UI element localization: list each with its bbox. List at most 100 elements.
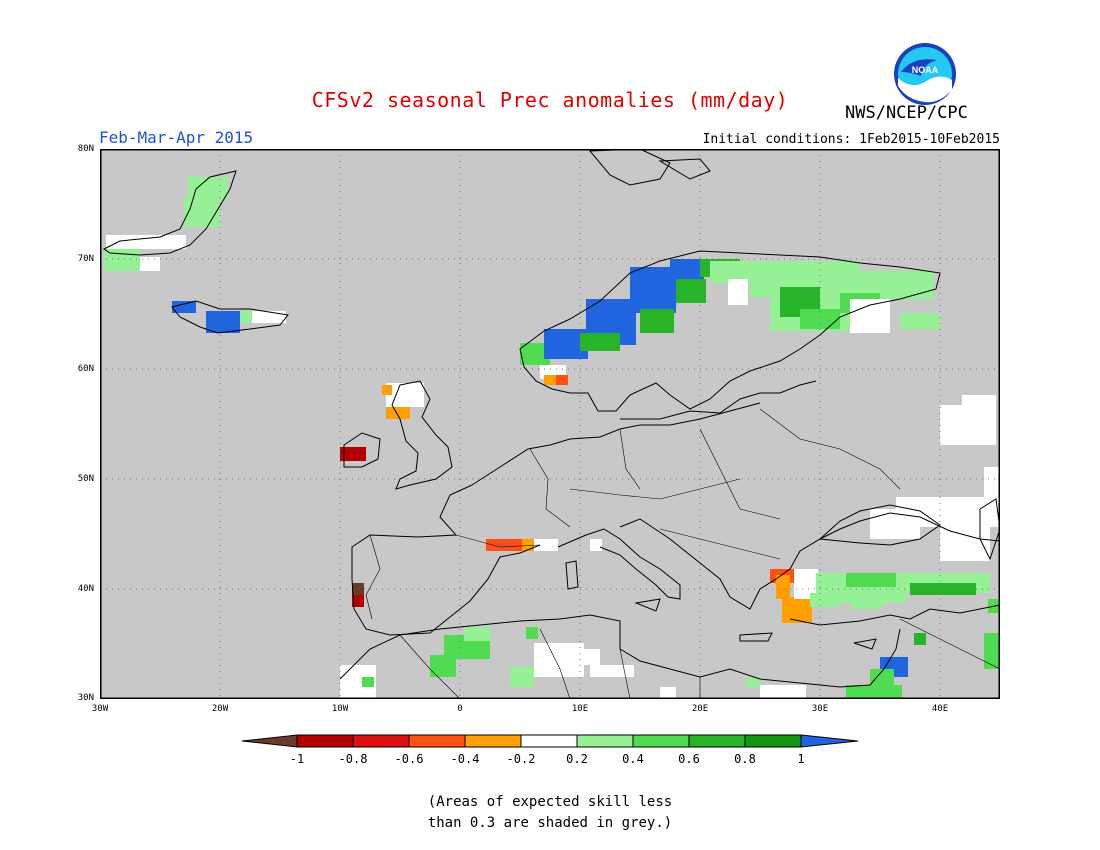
anomaly-cell-portugal-b xyxy=(352,595,364,607)
anomaly-cell-turkey-d xyxy=(910,583,976,595)
border-france-germany xyxy=(529,448,571,528)
anomaly-cell-turkey-e xyxy=(810,593,840,607)
anomaly-cell-norway-k xyxy=(544,375,556,385)
anomaly-cells xyxy=(104,177,1000,699)
graticule xyxy=(100,149,1000,699)
lon-label-10w: 10W xyxy=(331,704,349,714)
anomaly-cell-scotland-c xyxy=(386,407,410,419)
anomaly-cell-egypt-a xyxy=(746,677,760,687)
lat-label-70n: 70N xyxy=(77,254,94,264)
coastline-baltic xyxy=(620,380,817,420)
coastline-svalbard xyxy=(588,149,671,186)
anomaly-cell-scotland-b xyxy=(382,385,392,395)
anomaly-cell-greenland-a xyxy=(188,177,228,199)
colorbar-seg-minus06-minus04 xyxy=(408,734,466,748)
coastline-norway-sweden-finland xyxy=(519,250,941,412)
colorbar-seg-08-1 xyxy=(744,734,802,748)
coastline-europe-north xyxy=(471,402,761,486)
colorbar-seg-minus04-minus02 xyxy=(464,734,522,748)
colorbar-seg-above-1 xyxy=(800,734,859,748)
border-north-africa-3 xyxy=(619,648,631,699)
season-label: Feb-Mar-Apr 2015 xyxy=(99,128,254,147)
anomaly-cell-aegean-c xyxy=(782,597,812,623)
anomaly-cell-egypt-b xyxy=(760,685,806,699)
coastline-turkey-south xyxy=(789,604,1000,626)
colorbar-seg-06-08 xyxy=(688,734,746,748)
anomaly-cell-aegean-b xyxy=(776,575,790,599)
anomaly-cell-iceland-b xyxy=(206,311,240,333)
colorbar-seg-minus02-02 xyxy=(520,734,578,748)
anomaly-cell-levant-e xyxy=(984,633,1000,669)
anomaly-cell-tunisia xyxy=(590,665,634,677)
colorbar-seg-02-04 xyxy=(576,734,634,748)
initial-conditions-label: Initial conditions: 1Feb2015-10Feb2015 xyxy=(702,132,1000,147)
coastline-iceland xyxy=(171,300,289,334)
anomaly-cell-algeria-c xyxy=(570,649,600,665)
anomaly-cell-algeria-d xyxy=(526,627,538,639)
colorbar-label-minus04: -0.4 xyxy=(450,752,480,766)
coastline-italy xyxy=(557,528,681,600)
country-borders xyxy=(365,408,1000,699)
colorbar-seg-04-06 xyxy=(632,734,690,748)
anomaly-cell-russia-f xyxy=(984,467,1000,497)
anomaly-cell-norway-f xyxy=(580,333,620,351)
anomaly-cell-norway-l xyxy=(556,375,568,385)
anomaly-cell-levant-b xyxy=(870,669,894,689)
anomaly-cell-finland-f xyxy=(800,309,840,329)
coastline-sicily xyxy=(634,598,661,612)
map-frame xyxy=(100,149,1000,699)
coastline-ireland xyxy=(343,432,381,468)
anomaly-cell-morocco-e xyxy=(362,677,374,687)
colorbar-label-minus06: -0.6 xyxy=(394,752,424,766)
border-north-africa-2 xyxy=(539,628,571,699)
coastline-greenland xyxy=(103,170,237,256)
anomaly-cell-levant-c xyxy=(846,685,902,699)
lat-label-30n: 30N xyxy=(77,693,94,703)
chart-title: CFSv2 seasonal Prec anomalies (mm/day) xyxy=(311,88,789,112)
coastline-adriatic-balkans xyxy=(619,512,1000,610)
border-balkans xyxy=(659,528,781,560)
anomaly-cell-norway-g xyxy=(640,309,674,333)
anomaly-cell-finland-h xyxy=(728,279,748,305)
border-north-africa-1 xyxy=(399,634,461,699)
precip-anomaly-map xyxy=(100,149,1000,699)
anomaly-cell-pyrenees-b xyxy=(522,539,534,551)
coastline-north-africa xyxy=(339,614,901,688)
border-france-spain xyxy=(455,534,541,548)
noaa-logo-icon: NOAA xyxy=(894,43,956,105)
lon-label-0: 0 xyxy=(457,704,463,714)
anomaly-cell-morocco-b xyxy=(430,655,456,677)
skill-note-line-1: (Areas of expected skill less xyxy=(427,794,673,810)
colorbar-seg-minus1-minus08 xyxy=(296,734,354,748)
anomaly-cell-alps xyxy=(590,539,602,551)
border-poland-east xyxy=(699,428,781,520)
lon-label-20e: 20E xyxy=(691,704,709,714)
coastline-caspian xyxy=(979,498,1000,561)
skill-note-line-2: than 0.3 are shaded in grey.) xyxy=(427,815,673,831)
anomaly-cell-finland-a xyxy=(710,261,750,283)
anomaly-cell-ireland xyxy=(340,447,366,461)
lon-label-30e: 30E xyxy=(811,704,829,714)
border-germany-poland xyxy=(619,428,641,490)
lon-label-30w: 30W xyxy=(91,704,109,714)
anomaly-cell-pyrenees-a xyxy=(486,539,522,551)
anomaly-cell-algeria-a xyxy=(510,667,534,687)
anomaly-cell-norway-d xyxy=(630,267,676,313)
border-central-europe xyxy=(569,478,741,500)
lat-label-80n: 80N xyxy=(77,144,94,154)
logo-text: NOAA xyxy=(912,65,939,75)
anomaly-cell-morocco-c xyxy=(464,627,490,641)
border-middle-east xyxy=(899,618,1000,670)
colorbar-label-minus02: -0.2 xyxy=(506,752,536,766)
anomaly-cell-norway-h xyxy=(676,279,706,303)
colorbar-label-06: 0.6 xyxy=(678,752,700,766)
colorbar-label-1: 1 xyxy=(797,752,805,766)
skill-note: (Areas of expected skill less than 0.3 a… xyxy=(0,792,1100,834)
anomaly-cell-turkey-b xyxy=(846,573,896,587)
lon-label-10e: 10E xyxy=(571,704,589,714)
colorbar-label-02: 0.2 xyxy=(566,752,588,766)
coastline-biscay-iberia xyxy=(351,484,541,636)
lon-label-40e: 40E xyxy=(931,704,949,714)
anomaly-cell-iceland-a xyxy=(172,301,196,313)
coastline-svalbard-2 xyxy=(658,158,711,180)
